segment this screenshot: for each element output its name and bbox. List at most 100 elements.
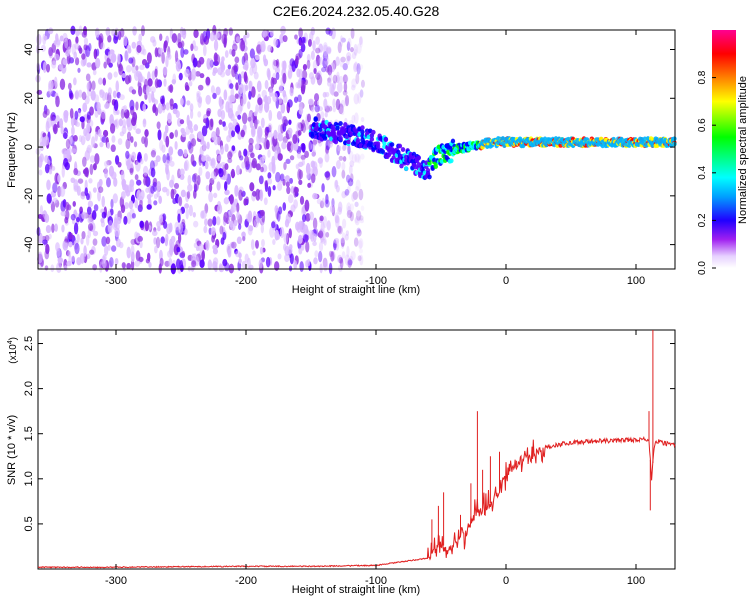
spectrogram-x-tick-label: -100 — [365, 275, 387, 287]
spectrogram-cell — [205, 76, 211, 86]
spectrogram-cell — [349, 211, 354, 222]
spectrogram-cell — [50, 190, 57, 198]
spectrogram-cell — [82, 156, 87, 167]
spectrogram-cell — [105, 27, 111, 37]
spectrogram-cell — [317, 70, 322, 79]
spectrogram-cell — [346, 245, 350, 258]
spectrogram-cell — [226, 135, 231, 143]
spectrogram-cell — [91, 136, 96, 148]
spectrogram-ridge-cell — [400, 147, 406, 152]
spectrogram-x-tick-label: -300 — [105, 275, 127, 287]
spectrogram-cell — [55, 39, 61, 46]
spectrogram-cell — [354, 201, 359, 208]
spectrogram-ridge-cell — [449, 158, 454, 164]
spectrogram-cell — [51, 166, 56, 172]
spectrogram-cell — [89, 155, 96, 163]
spectrogram-ridge-cell — [375, 141, 381, 147]
spectrogram-ridge-cell — [322, 135, 328, 141]
spectrogram-cell — [314, 93, 320, 102]
spectrogram-cell — [283, 233, 289, 244]
spectrogram-cell — [167, 53, 172, 60]
spectrogram-cell — [349, 47, 354, 53]
spectrogram-cell — [73, 51, 78, 60]
spectrogram-cell — [354, 112, 359, 124]
spectrogram-ridge-cell — [333, 139, 339, 145]
spectrogram-cell — [312, 40, 316, 51]
spectrogram-cell — [359, 254, 364, 266]
spectrogram-cell — [318, 43, 324, 53]
spectrogram-cell — [359, 36, 363, 45]
spectrogram-cell — [266, 67, 271, 79]
spectrogram-cell — [65, 49, 71, 57]
spectrogram-cell — [203, 118, 208, 124]
spectrogram-cell — [92, 238, 98, 246]
spectrogram-cell — [306, 113, 311, 123]
spectrogram-cell — [250, 152, 255, 159]
spectrogram-cell — [112, 90, 117, 99]
spectrogram-cell — [81, 53, 86, 60]
spectrogram-ridge-cell — [433, 164, 438, 169]
spectrogram-cell — [65, 138, 71, 149]
spectrogram-cell — [134, 199, 139, 209]
spectrogram-cell — [358, 188, 364, 201]
spectrogram-cell — [323, 41, 328, 52]
spectrogram-cell — [295, 55, 299, 62]
spectrogram-cell — [110, 171, 117, 180]
spectrogram-cell — [135, 65, 139, 71]
spectrogram-cell — [191, 138, 197, 147]
spectrogram-cell — [347, 144, 351, 155]
spectrogram-cell — [301, 119, 305, 128]
spectrogram-cell — [187, 120, 193, 130]
spectrogram-cell — [204, 154, 210, 162]
spectrogram-cell — [48, 46, 53, 57]
spectrogram-cell — [151, 230, 158, 237]
spectrogram-cell — [265, 256, 271, 268]
spectrogram-cell — [326, 80, 332, 87]
spectrogram-cell — [242, 236, 246, 242]
spectrogram-cell — [156, 181, 162, 192]
snr-y-tick-label: 2.5 — [23, 336, 35, 351]
spectrogram-cell — [248, 142, 254, 153]
spectrogram-ridge-cell — [427, 160, 432, 166]
spectrogram-cell — [297, 234, 303, 245]
spectrogram-cell — [316, 198, 322, 205]
spectrogram-ridge-cell — [672, 141, 677, 147]
spectrogram-cell — [212, 92, 217, 100]
spectrogram-cell — [141, 136, 146, 145]
spectrogram-cell — [224, 189, 230, 196]
spectrogram-cell — [40, 44, 46, 52]
spectrogram-cell — [82, 102, 88, 113]
colorbar-label: Normalized spectral amplitude — [737, 76, 749, 224]
spectrogram-cell — [231, 48, 236, 57]
spectrogram-cell — [350, 173, 354, 182]
spectrogram-cell — [224, 143, 229, 153]
spectrogram-cell — [229, 94, 236, 103]
spectrogram-cell — [139, 241, 143, 249]
spectrogram-ridge-cell — [360, 129, 365, 135]
spectrogram-cell — [120, 191, 126, 200]
spectrogram-cell — [340, 109, 345, 116]
spectrogram-ridge-cell — [396, 149, 401, 155]
spectrogram-cell — [357, 154, 362, 164]
spectrogram-cell — [335, 74, 340, 84]
spectrogram-cell — [138, 256, 144, 263]
spectrogram-cell — [42, 61, 47, 74]
spectrogram-cell — [112, 222, 118, 231]
spectrogram-cell — [89, 249, 95, 255]
spectrogram-cell — [193, 29, 199, 39]
spectrogram-cell — [248, 90, 252, 100]
spectrogram-cell — [86, 206, 92, 215]
spectrogram-cell — [180, 97, 184, 106]
spectrogram-cell — [55, 95, 60, 108]
spectrogram-cell — [213, 52, 218, 63]
spectrogram-cell — [345, 230, 349, 237]
spectrogram-cell — [204, 161, 209, 170]
spectrogram-cell — [225, 68, 231, 76]
spectrogram-cell — [337, 254, 343, 264]
spectrogram-cell — [51, 223, 55, 234]
spectrogram-cell — [44, 265, 49, 271]
snr-xlabel: Height of straight line (km) — [292, 584, 420, 596]
spectrogram-cell — [312, 139, 318, 145]
spectrogram-cell — [102, 259, 107, 269]
spectrogram-cell — [333, 237, 340, 244]
